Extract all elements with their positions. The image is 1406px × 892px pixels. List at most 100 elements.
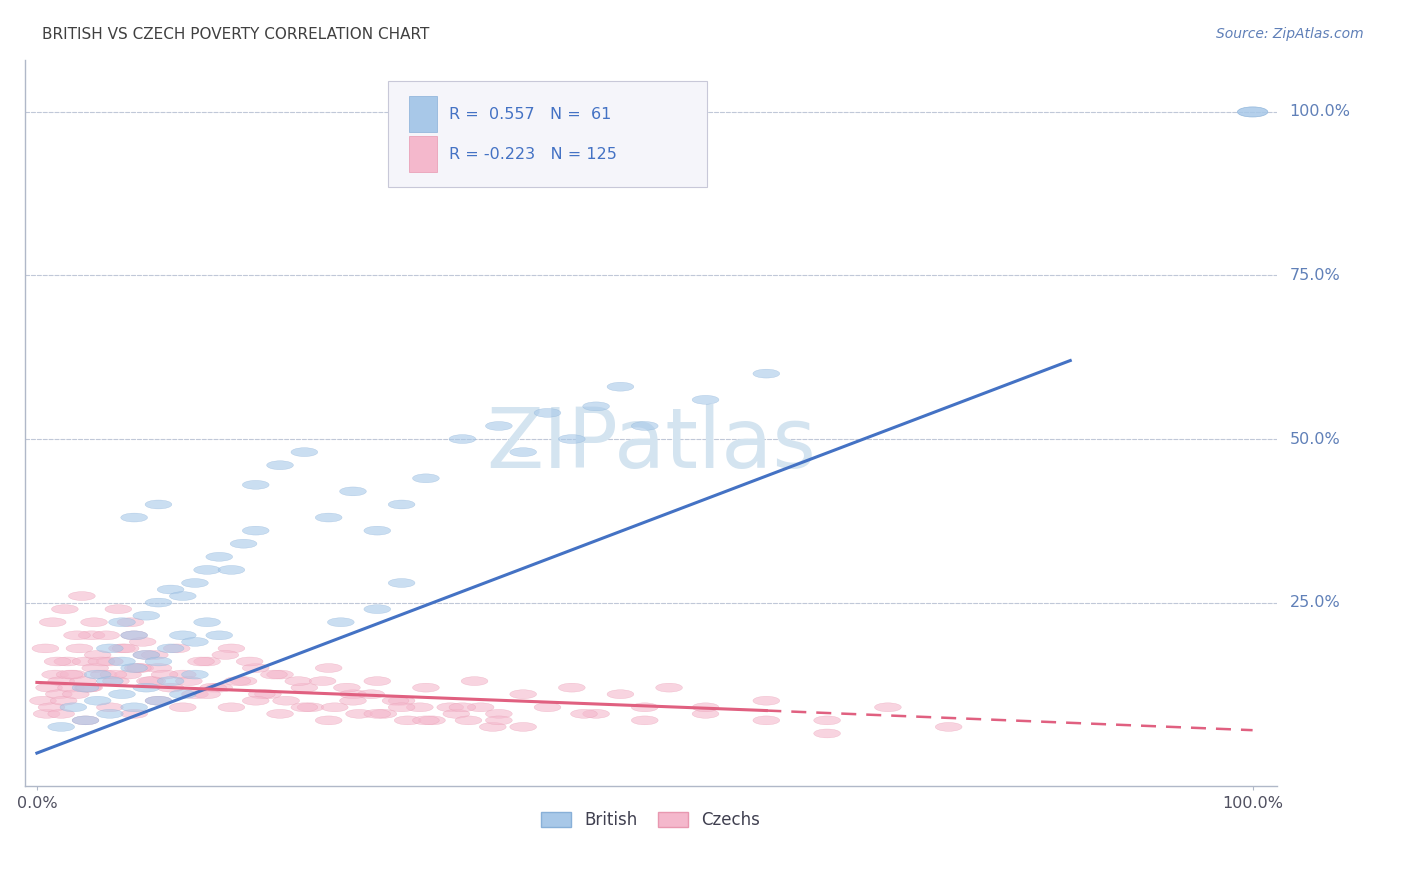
FancyBboxPatch shape	[388, 81, 707, 186]
Ellipse shape	[205, 631, 232, 640]
Ellipse shape	[169, 703, 197, 712]
Ellipse shape	[93, 631, 120, 640]
Ellipse shape	[181, 690, 208, 698]
Ellipse shape	[60, 703, 87, 712]
Ellipse shape	[364, 709, 391, 718]
Ellipse shape	[249, 690, 276, 698]
Ellipse shape	[72, 683, 98, 692]
Ellipse shape	[754, 369, 780, 378]
Ellipse shape	[571, 709, 598, 718]
Ellipse shape	[134, 650, 160, 659]
Ellipse shape	[44, 657, 70, 666]
Ellipse shape	[34, 709, 60, 718]
Ellipse shape	[152, 670, 179, 679]
Ellipse shape	[631, 422, 658, 431]
Ellipse shape	[39, 618, 66, 627]
Ellipse shape	[145, 500, 172, 509]
Ellipse shape	[479, 723, 506, 731]
Ellipse shape	[655, 683, 682, 692]
Ellipse shape	[48, 709, 75, 718]
Ellipse shape	[58, 683, 84, 692]
Text: 75.0%: 75.0%	[1289, 268, 1340, 283]
Ellipse shape	[231, 540, 257, 549]
Ellipse shape	[364, 677, 391, 686]
Ellipse shape	[72, 716, 98, 725]
Ellipse shape	[157, 683, 184, 692]
Ellipse shape	[582, 709, 609, 718]
Ellipse shape	[631, 703, 658, 712]
Ellipse shape	[52, 605, 79, 614]
Ellipse shape	[692, 709, 718, 718]
Ellipse shape	[80, 618, 107, 627]
Text: 50.0%: 50.0%	[1289, 432, 1340, 447]
Ellipse shape	[139, 677, 166, 686]
Ellipse shape	[60, 670, 87, 679]
Ellipse shape	[875, 703, 901, 712]
Ellipse shape	[108, 657, 135, 666]
Ellipse shape	[205, 683, 232, 692]
Ellipse shape	[62, 690, 89, 698]
Ellipse shape	[105, 605, 132, 614]
Ellipse shape	[194, 618, 221, 627]
Ellipse shape	[267, 670, 294, 679]
Ellipse shape	[291, 683, 318, 692]
Ellipse shape	[108, 644, 135, 653]
Ellipse shape	[309, 677, 336, 686]
Ellipse shape	[90, 670, 117, 679]
Ellipse shape	[260, 670, 287, 679]
Ellipse shape	[30, 697, 56, 706]
Ellipse shape	[35, 683, 62, 692]
Ellipse shape	[48, 677, 75, 686]
Ellipse shape	[53, 657, 80, 666]
Ellipse shape	[32, 644, 59, 653]
Ellipse shape	[218, 703, 245, 712]
Ellipse shape	[935, 723, 962, 731]
Ellipse shape	[322, 703, 349, 712]
Ellipse shape	[273, 697, 299, 706]
Ellipse shape	[194, 690, 221, 698]
Ellipse shape	[631, 716, 658, 725]
Ellipse shape	[108, 690, 135, 698]
Ellipse shape	[534, 409, 561, 417]
Ellipse shape	[291, 448, 318, 457]
Ellipse shape	[157, 644, 184, 653]
Ellipse shape	[169, 631, 197, 640]
Ellipse shape	[145, 664, 172, 673]
Ellipse shape	[406, 703, 433, 712]
Ellipse shape	[510, 723, 537, 731]
Text: ZIPatlas: ZIPatlas	[486, 404, 815, 485]
Ellipse shape	[205, 552, 232, 561]
Ellipse shape	[510, 690, 537, 698]
Ellipse shape	[394, 716, 420, 725]
Ellipse shape	[388, 500, 415, 509]
Text: 100.0%: 100.0%	[1289, 104, 1350, 120]
Ellipse shape	[136, 677, 163, 686]
Ellipse shape	[121, 631, 148, 640]
Ellipse shape	[51, 697, 77, 706]
Ellipse shape	[84, 650, 111, 659]
Ellipse shape	[82, 664, 108, 673]
Ellipse shape	[181, 670, 208, 679]
Ellipse shape	[84, 697, 111, 706]
Ellipse shape	[70, 677, 97, 686]
Ellipse shape	[467, 703, 494, 712]
Ellipse shape	[456, 716, 482, 725]
Ellipse shape	[63, 631, 90, 640]
Ellipse shape	[242, 664, 269, 673]
Ellipse shape	[121, 513, 148, 522]
Ellipse shape	[121, 703, 148, 712]
Ellipse shape	[382, 697, 409, 706]
Ellipse shape	[412, 716, 439, 725]
Ellipse shape	[461, 677, 488, 686]
Ellipse shape	[582, 402, 609, 411]
Ellipse shape	[607, 383, 634, 392]
Ellipse shape	[364, 526, 391, 535]
Ellipse shape	[127, 664, 153, 673]
Ellipse shape	[142, 650, 169, 659]
Ellipse shape	[388, 697, 415, 706]
Ellipse shape	[100, 670, 127, 679]
Ellipse shape	[97, 677, 124, 686]
Ellipse shape	[129, 638, 156, 647]
Ellipse shape	[79, 631, 105, 640]
Ellipse shape	[145, 697, 172, 706]
